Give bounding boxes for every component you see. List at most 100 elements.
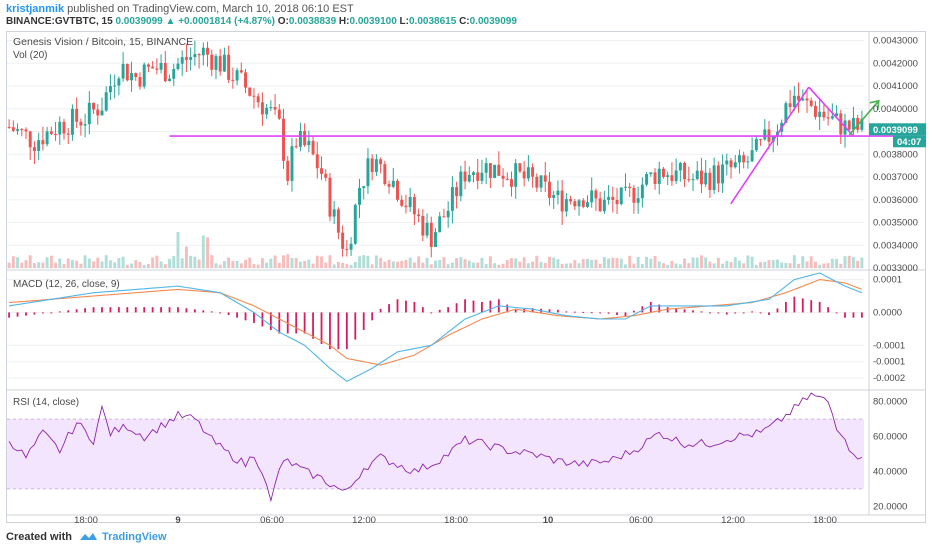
volume-bar <box>49 255 53 268</box>
candle-body <box>218 56 222 72</box>
macd-histogram-bar <box>599 312 602 314</box>
volume-bar <box>117 258 121 268</box>
volume-bar <box>163 264 167 268</box>
volume-bar <box>7 262 11 268</box>
volume-bar <box>362 255 366 268</box>
price-scale[interactable]: 0.0043000 0.0042000 0.0041000 0.0040000 0.00… <box>869 36 926 513</box>
candles <box>7 40 864 258</box>
volume-bar <box>311 263 315 268</box>
candle-body <box>349 243 353 250</box>
candle-body <box>383 164 387 185</box>
candle-body <box>742 155 746 163</box>
time-tick-label: 12:00 <box>352 515 376 523</box>
candle-body <box>569 199 573 202</box>
price-tick-label: 0.0035000 <box>873 218 918 229</box>
macd-histogram-bar <box>25 312 27 316</box>
macd-lines <box>9 272 863 383</box>
volume-bar <box>358 256 361 268</box>
candle-body <box>168 78 172 82</box>
price-pane[interactable]: Genesis Vision / Bitcoin, 15, BINANCE Vo… <box>7 36 924 268</box>
macd-histogram-bar <box>312 312 314 339</box>
volume-bar <box>151 257 155 268</box>
volume-bar <box>463 259 467 268</box>
volume-bar <box>759 262 763 268</box>
volume-bar <box>813 261 817 268</box>
volume-bar <box>408 257 412 268</box>
candle-body <box>311 140 315 155</box>
author-link[interactable]: kristjanmik <box>6 3 65 15</box>
volume-bar <box>531 261 535 268</box>
volume-bar <box>666 264 670 268</box>
candle-body <box>231 79 235 81</box>
candle-body <box>691 179 695 181</box>
candle-body <box>602 199 606 212</box>
volume-bar <box>282 255 285 268</box>
macd-histogram-bar <box>219 312 222 314</box>
last-price: 0.0039099 <box>115 16 163 27</box>
candle-body <box>548 181 551 198</box>
candle-body <box>809 100 813 106</box>
candle-body <box>712 165 716 190</box>
macd-histogram-bar <box>658 304 661 313</box>
volume-bar <box>96 257 100 268</box>
candle-body <box>332 209 336 217</box>
volume-bar <box>843 256 847 268</box>
candle-body <box>277 109 281 119</box>
volume-bar <box>573 260 577 268</box>
candle-body <box>510 179 513 187</box>
tradingview-brand[interactable]: TradingView <box>102 531 167 543</box>
macd-histogram-bar <box>50 312 53 314</box>
volume-bar <box>640 264 644 268</box>
volume-bar <box>818 264 822 268</box>
macd-histogram-bar <box>725 312 728 315</box>
price-tick-label: 0.0037000 <box>873 172 918 183</box>
candle-body <box>678 162 682 171</box>
rsi-pane[interactable]: RSI (14, close) <box>7 392 864 503</box>
time-axis[interactable]: 18:00 9 06:00 12:00 18:00 10 06:00 12:00 18:00 <box>74 515 837 523</box>
candle-body <box>24 129 28 132</box>
price-tick-label: 0.0041000 <box>873 81 918 92</box>
volume-bar <box>754 264 758 268</box>
candle-body <box>526 167 530 179</box>
price-tick-label: 0.0040000 <box>873 104 918 115</box>
candle-body <box>632 187 636 203</box>
volume-bar <box>142 264 146 268</box>
candle-body <box>759 139 763 141</box>
candle-body <box>746 161 750 163</box>
volume-bar <box>256 264 260 268</box>
volume-bar <box>421 262 425 268</box>
macd-histogram-bar <box>303 312 306 334</box>
volume-bar <box>222 261 226 268</box>
candle-body <box>163 63 167 82</box>
macd-pane-title: MACD (12, 26, close, 9) <box>13 279 120 290</box>
volume-bar <box>539 261 543 268</box>
time-tick-label: 18:00 <box>813 515 837 523</box>
macd-histogram-bar <box>742 312 745 314</box>
candle-body <box>590 190 594 203</box>
volume-bar <box>75 260 79 268</box>
volume-bar <box>87 258 91 268</box>
volume-bar <box>79 263 83 268</box>
candle-body <box>628 186 632 188</box>
volume-bar <box>801 256 805 268</box>
volume-bar <box>396 261 399 268</box>
macd-histogram-bar <box>362 312 365 330</box>
candle-body <box>155 68 159 70</box>
countdown-tag <box>893 135 926 148</box>
volume-bar <box>366 255 370 268</box>
volume-bar <box>716 257 720 268</box>
volume-bar <box>797 263 801 268</box>
publish-line: kristjanmik published on TradingView.com… <box>6 3 354 15</box>
drawings[interactable] <box>169 86 924 205</box>
volume-bar <box>611 257 615 268</box>
candle-body <box>623 186 627 188</box>
macd-histogram-bar <box>320 312 323 344</box>
chart-canvas[interactable]: Genesis Vision / Bitcoin, 15, BINANCE Vo… <box>0 0 932 523</box>
volume-bar <box>404 259 408 268</box>
candle-body <box>645 174 649 185</box>
candle-body <box>754 139 758 151</box>
candle-body <box>556 190 560 196</box>
macd-pane[interactable]: MACD (12, 26, close, 9) <box>8 272 863 383</box>
volume-bar <box>231 261 235 268</box>
candle-body <box>92 102 96 110</box>
